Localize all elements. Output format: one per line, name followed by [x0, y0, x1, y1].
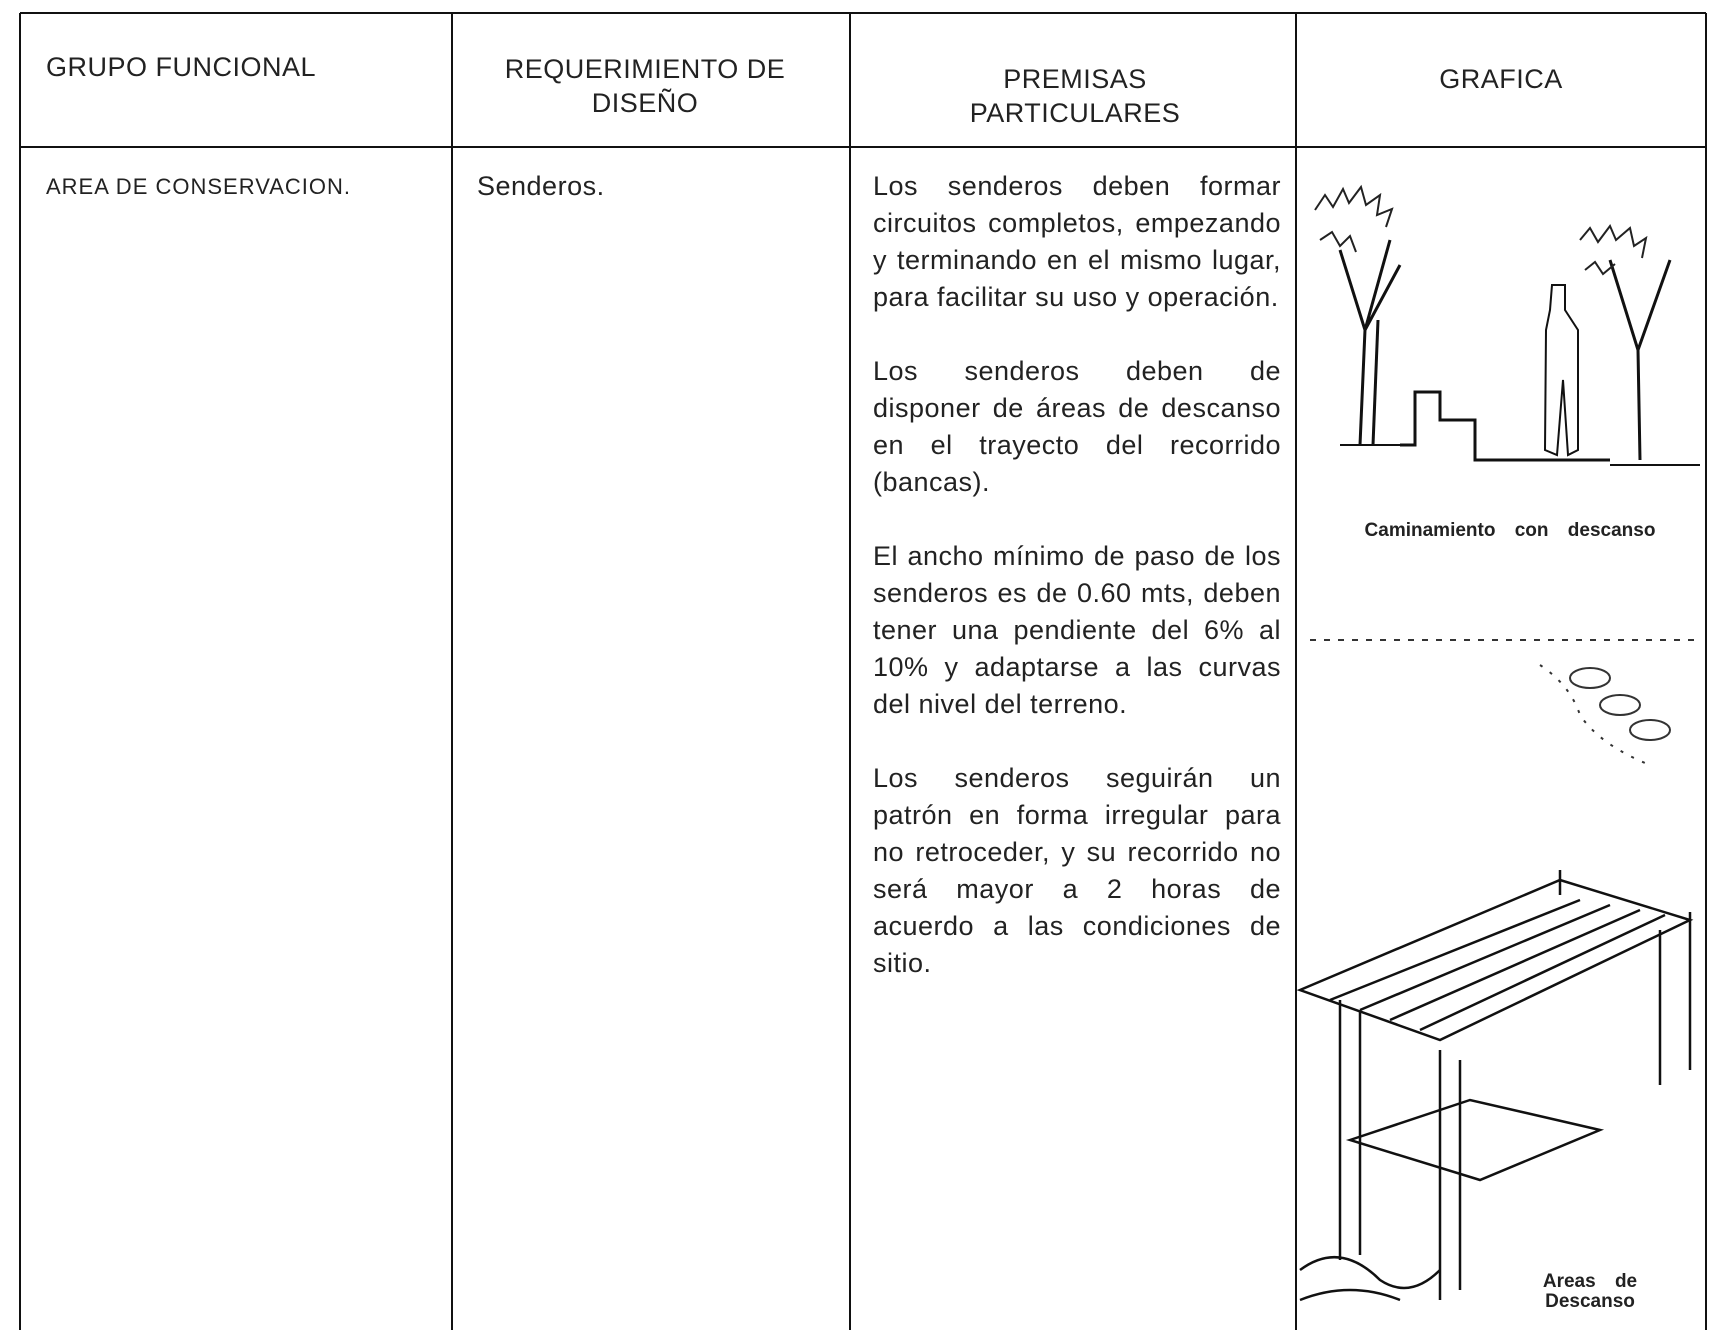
premises-cell: Los senderos deben formar circuitos comp…	[873, 168, 1281, 1019]
graphic-caption: Caminamiento con descanso	[1364, 520, 1656, 541]
header-cell: PREMISAS PARTICULARES	[969, 64, 1181, 128]
premise: El ancho mínimo de paso de los senderos …	[873, 541, 1281, 719]
graphic-caption: Areas de Descanso	[1542, 1271, 1638, 1312]
requirement-cell: Senderos.	[477, 171, 605, 201]
premise: Los senderos seguirán un patrón en forma…	[873, 763, 1281, 978]
premise: Los senderos deben de disponer de áreas …	[873, 356, 1281, 497]
header-cell: GRUPO FUNCIONAL	[46, 52, 317, 82]
header-cell: GRAFICA	[1439, 64, 1563, 94]
header-cell: REQUERIMIENTO DE DISEÑO	[504, 54, 786, 118]
sketch-pergola	[1296, 870, 1694, 1302]
group-cell: AREA DE CONSERVACION.	[46, 174, 352, 199]
premise: Los senderos deben formar circuitos comp…	[873, 171, 1281, 312]
sketch-slope	[1310, 639, 1700, 766]
sketch-foliage	[1314, 184, 1648, 276]
sketch-trail	[1338, 239, 1700, 466]
